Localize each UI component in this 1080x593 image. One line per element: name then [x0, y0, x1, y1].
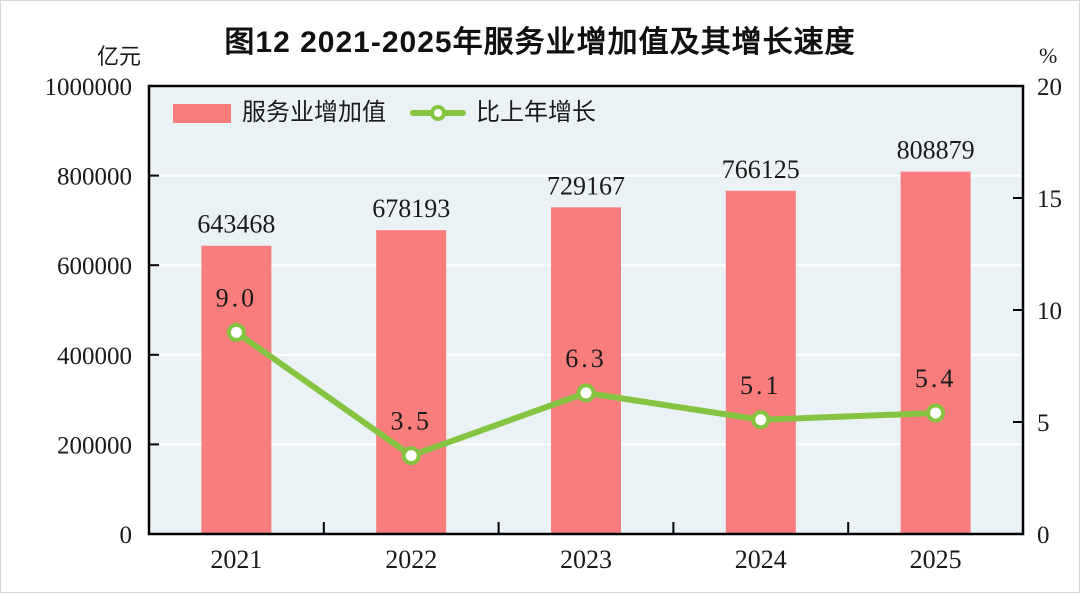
right-axis-unit-label: %: [1039, 43, 1058, 68]
bar-value-label-2021: 643468: [197, 210, 275, 239]
right-axis-label-5: 5: [1037, 410, 1050, 437]
left-axis-label-1000000: 1000000: [45, 74, 133, 101]
right-axis-label-0: 0: [1037, 522, 1050, 549]
bar-value-label-2022: 678193: [372, 194, 450, 223]
bar-value-label-2025: 808879: [897, 136, 975, 165]
legend: 服务业增加值 比上年增长: [173, 100, 596, 126]
x-axis-label-2021: 2021: [210, 545, 262, 574]
bar-value-label-2023: 729167: [547, 171, 625, 200]
line-marker-2024: [751, 410, 771, 430]
plot-border: [147, 84, 1025, 536]
line-marker-2022: [401, 446, 421, 466]
left-axis-unit-label: 亿元: [96, 44, 141, 69]
bar-2022: [376, 230, 447, 534]
line-marker-2025: [926, 403, 946, 423]
legend-bar-swatch-icon: [173, 103, 231, 123]
bar-value-label-2024: 766125: [722, 155, 800, 184]
growth-value-label-2023: 6.3: [565, 344, 607, 373]
line-marker-2021: [226, 322, 246, 342]
left-axis-label-400000: 400000: [57, 343, 132, 370]
x-axis-label-2022: 2022: [385, 545, 437, 574]
left-axis-label-0: 0: [120, 522, 133, 549]
x-axis-label-2024: 2024: [735, 545, 787, 574]
growth-value-label-2021: 9.0: [216, 283, 258, 312]
bar-2023: [551, 207, 621, 534]
growth-value-label-2024: 5.1: [740, 371, 782, 400]
growth-value-label-2022: 3.5: [390, 407, 432, 436]
legend-line-marker-icon: [410, 101, 466, 125]
chart-title: 图12 2021-2025年服务业增加值及其增长速度: [224, 26, 856, 59]
growth-value-label-2025: 5.4: [915, 364, 957, 393]
bar-2024: [725, 190, 796, 534]
bar-2021: [201, 245, 272, 535]
legend-line-label: 比上年增长: [476, 100, 596, 126]
right-axis-label-15: 15: [1037, 186, 1062, 213]
legend-bar-label: 服务业增加值: [242, 100, 386, 126]
left-axis-label-600000: 600000: [57, 253, 132, 280]
x-axis-label-2023: 2023: [560, 545, 612, 574]
right-axis-label-20: 20: [1037, 74, 1062, 101]
left-axis-label-800000: 800000: [57, 164, 132, 191]
bar-2025: [900, 171, 971, 535]
line-marker-2023: [576, 383, 596, 403]
right-axis-label-10: 10: [1037, 298, 1062, 325]
x-axis-label-2025: 2025: [910, 545, 962, 574]
left-axis-label-200000: 200000: [57, 432, 132, 459]
